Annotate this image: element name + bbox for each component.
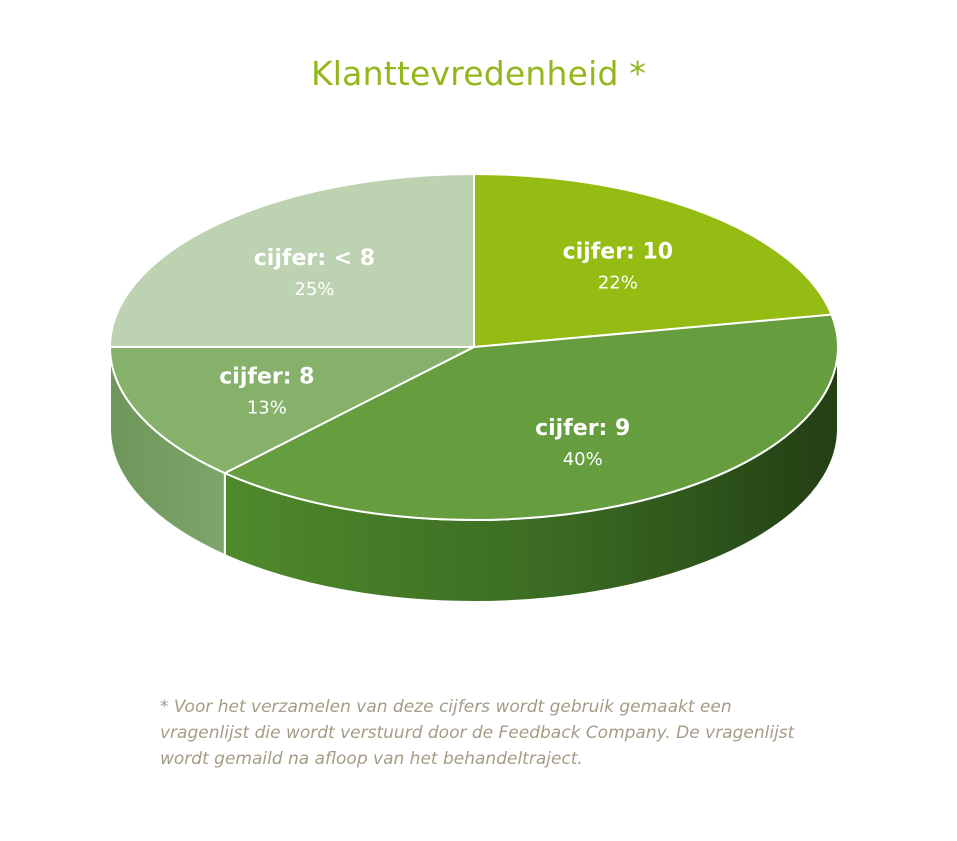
slice-label: cijfer: 9 — [535, 416, 630, 441]
pie-slice-cijfer-10 — [473, 173, 833, 348]
footnote: * Voor het verzamelen van deze cijfers w… — [160, 694, 820, 772]
slice-value-label: 40% — [563, 449, 603, 470]
footnote-line: wordt gemaild na afloop van het behandel… — [160, 749, 583, 769]
pie-slice-cijfer-8 — [109, 346, 475, 475]
pie-label-layer: cijfer: 10 22% cijfer: 9 40% cijfer: 8 13% cij… — [219, 239, 673, 470]
pie-slice-cijfer-9 — [223, 313, 839, 521]
slice-label: cijfer: 10 — [563, 239, 674, 264]
slice-label: cijfer: 8 — [219, 365, 314, 390]
pie-slice-cijfer-8 — [109, 173, 475, 348]
slice-value-label: 13% — [247, 398, 287, 419]
chart-title: Klanttevredenheid * — [310, 54, 647, 93]
footnote-line: vragenlijst die wordt verstuurd door de … — [160, 723, 795, 743]
slice-value-label: 22% — [598, 272, 638, 293]
pie-top-layer — [109, 173, 839, 521]
slice-label: cijfer: < 8 — [254, 246, 375, 271]
slice-value-label: 25% — [294, 279, 334, 300]
footnote-line: * Voor het verzamelen van deze cijfers w… — [160, 697, 732, 717]
